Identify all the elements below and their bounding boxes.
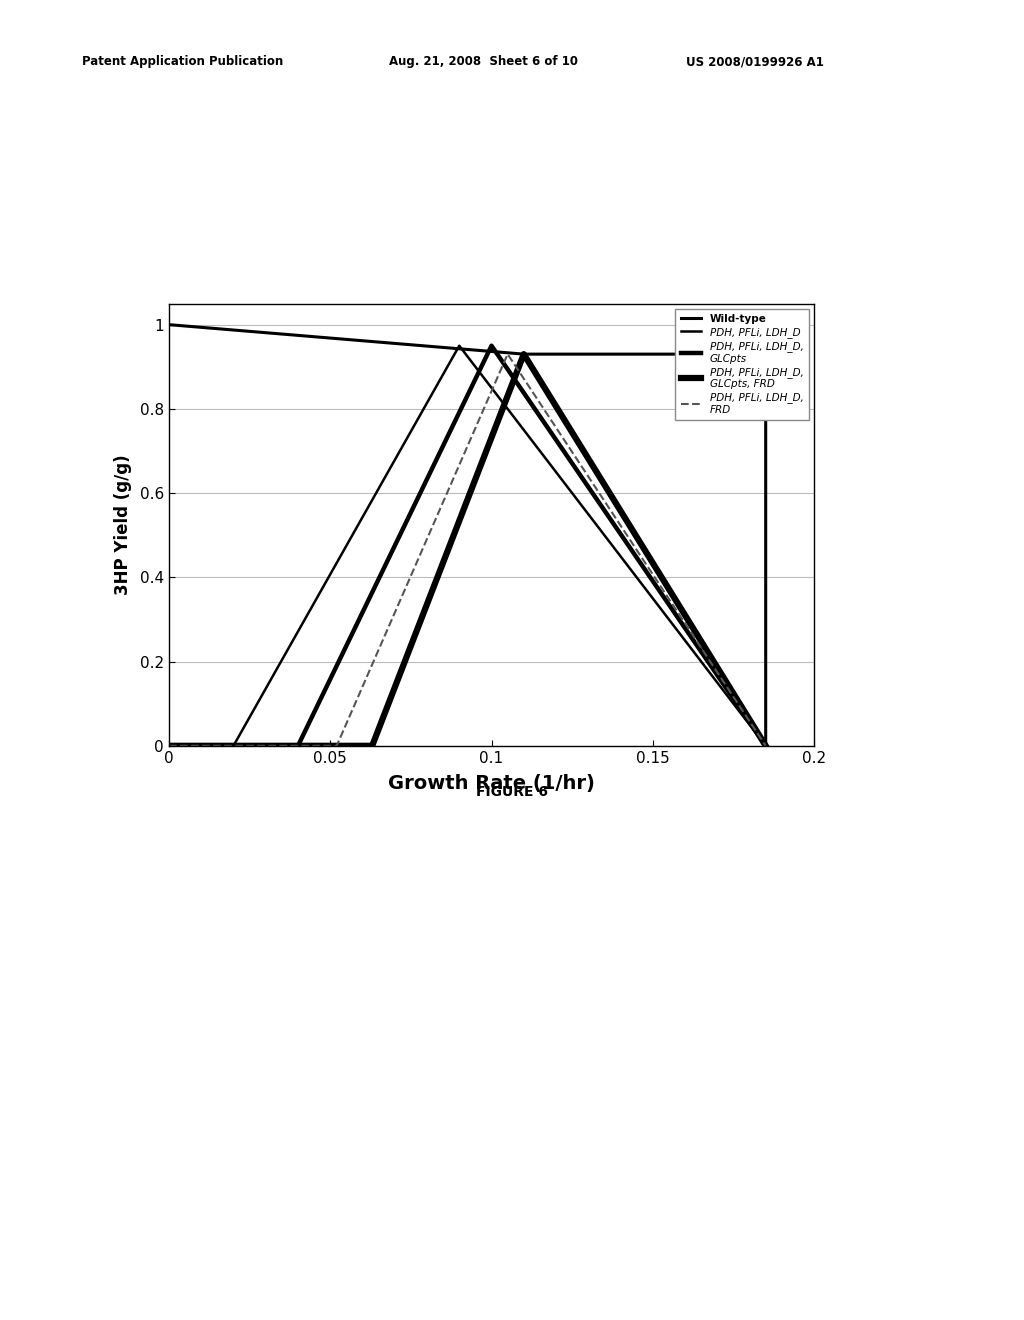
Y-axis label: 3HP Yield (g/g): 3HP Yield (g/g) — [114, 454, 131, 595]
Text: US 2008/0199926 A1: US 2008/0199926 A1 — [686, 55, 824, 69]
Text: FIGURE 6: FIGURE 6 — [476, 785, 548, 800]
Text: Patent Application Publication: Patent Application Publication — [82, 55, 284, 69]
Text: Aug. 21, 2008  Sheet 6 of 10: Aug. 21, 2008 Sheet 6 of 10 — [389, 55, 579, 69]
Legend: Wild-type, PDH, PFLi, LDH_D, PDH, PFLi, LDH_D,
GLCpts, PDH, PFLi, LDH_D,
GLCpts,: Wild-type, PDH, PFLi, LDH_D, PDH, PFLi, … — [676, 309, 809, 420]
X-axis label: Growth Rate (1/hr): Growth Rate (1/hr) — [388, 774, 595, 793]
